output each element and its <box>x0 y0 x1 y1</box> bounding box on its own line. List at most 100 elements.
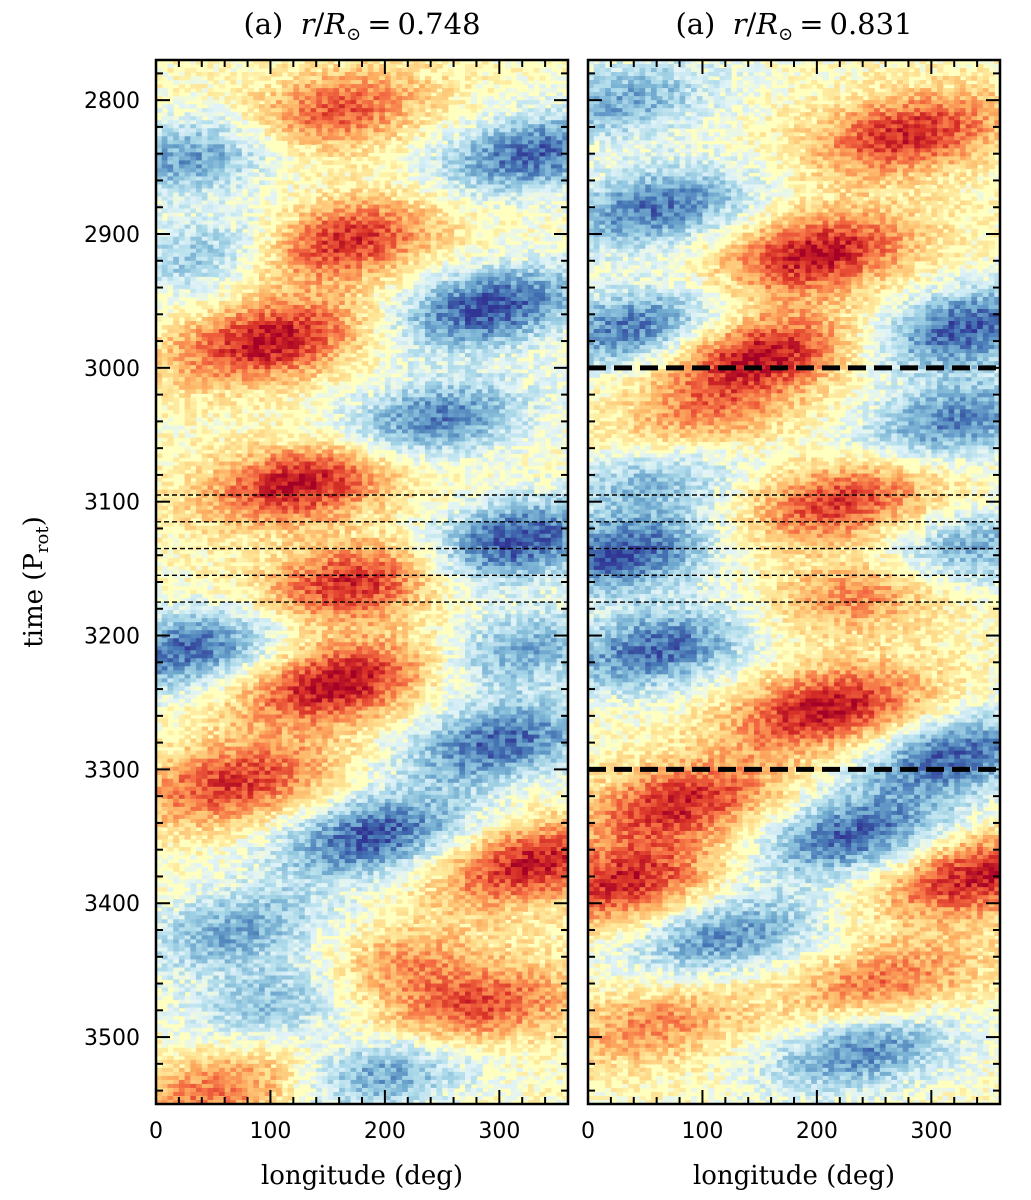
heatmap-cell <box>344 220 352 226</box>
heatmap-cell <box>344 176 352 182</box>
heatmap-cell <box>350 308 357 314</box>
heatmap-cell <box>482 100 489 105</box>
heatmap-cell <box>241 84 249 89</box>
heatmap-cell <box>218 373 226 378</box>
heatmap-cell <box>276 164 283 170</box>
heatmap-cell <box>247 104 254 109</box>
heatmap-cell <box>493 321 500 326</box>
heatmap-cell <box>556 148 563 153</box>
heatmap-cell <box>453 349 460 354</box>
heatmap-cell <box>259 349 266 354</box>
heatmap-cell <box>470 184 478 190</box>
heatmap-cell <box>505 120 512 125</box>
heatmap-cell <box>253 349 260 354</box>
heatmap-cell <box>562 176 568 182</box>
heatmap-cell <box>459 365 466 370</box>
heatmap-cell <box>178 369 186 374</box>
heatmap-cell <box>304 60 312 65</box>
heatmap-cell <box>264 361 272 366</box>
heatmap-cell <box>167 357 174 362</box>
heatmap-cell <box>539 76 546 81</box>
heatmap-cell <box>476 296 483 302</box>
heatmap-cell <box>247 188 254 194</box>
heatmap-cell <box>230 369 237 374</box>
heatmap-cell <box>379 373 386 378</box>
heatmap-cell <box>459 160 466 165</box>
heatmap-cell <box>259 120 266 125</box>
heatmap-cell <box>539 361 546 366</box>
heatmap-cell <box>356 180 363 186</box>
heatmap-cell <box>207 220 214 226</box>
heatmap-cell <box>379 72 386 77</box>
heatmap-cell <box>516 172 523 178</box>
heatmap-cell <box>230 365 237 370</box>
heatmap-cell <box>259 140 266 145</box>
heatmap-cell <box>505 321 512 326</box>
heatmap-cell <box>356 100 363 105</box>
heatmap-cell <box>333 188 340 194</box>
heatmap-cell <box>304 308 312 314</box>
heatmap-cell <box>293 164 300 170</box>
heatmap-cell <box>493 188 500 194</box>
heatmap-cell <box>310 96 317 101</box>
heatmap-cell <box>253 300 260 306</box>
heatmap-cell <box>293 108 300 113</box>
heatmap-cell <box>293 168 300 174</box>
heatmap-cell <box>550 204 558 210</box>
heatmap-cell <box>465 349 472 354</box>
heatmap-cell <box>499 308 506 314</box>
heatmap-cell <box>390 345 397 350</box>
heatmap-cell <box>350 288 357 294</box>
heatmap-cell <box>402 381 409 386</box>
heatmap-cell <box>161 361 169 366</box>
heatmap-cell <box>430 136 437 141</box>
heatmap-cell <box>167 361 174 366</box>
heatmap-cell <box>550 308 558 314</box>
heatmap-cell <box>442 104 449 109</box>
heatmap-cell <box>167 353 174 358</box>
heatmap-cell <box>161 124 169 129</box>
heatmap-cell <box>373 132 380 137</box>
heatmap-cell <box>156 208 163 214</box>
heatmap-cell <box>499 264 506 270</box>
heatmap-cell <box>367 80 375 85</box>
heatmap-cell <box>499 268 506 274</box>
heatmap-cell <box>550 252 558 258</box>
heatmap-cell <box>556 112 563 117</box>
heatmap-cell <box>384 369 392 374</box>
heatmap-cell <box>419 236 426 242</box>
heatmap-cell <box>310 260 317 266</box>
heatmap-cell <box>270 325 277 330</box>
heatmap-cell <box>493 377 500 382</box>
heatmap-cell <box>344 160 352 165</box>
heatmap-cell <box>178 236 186 242</box>
heatmap-cell <box>339 196 346 202</box>
heatmap-cell <box>287 140 294 145</box>
heatmap-cell <box>522 108 529 113</box>
heatmap-cell <box>556 276 563 282</box>
heatmap-cell <box>310 128 317 133</box>
heatmap-cell <box>413 369 420 374</box>
heatmap-cell <box>465 389 472 394</box>
heatmap-cell <box>482 168 489 174</box>
heatmap-cell <box>316 236 323 242</box>
heatmap-cell <box>253 164 260 170</box>
heatmap-cell <box>407 308 415 314</box>
heatmap-cell <box>470 260 478 266</box>
heatmap-cell <box>493 220 500 226</box>
heatmap-cell <box>379 108 386 113</box>
heatmap-cell <box>281 172 289 178</box>
heatmap-cell <box>201 256 209 262</box>
heatmap-cell <box>281 337 289 342</box>
heatmap-cell <box>550 325 558 330</box>
heatmap-cell <box>419 345 426 350</box>
heatmap-cell <box>522 200 529 206</box>
heatmap-cell <box>230 100 237 105</box>
heatmap-cell <box>247 64 254 69</box>
heatmap-cell <box>510 321 518 326</box>
heatmap-cell <box>476 248 483 254</box>
heatmap-cell <box>447 172 455 178</box>
heatmap-cell <box>419 381 426 386</box>
heatmap-cell <box>379 200 386 206</box>
heatmap-cell <box>470 176 478 182</box>
